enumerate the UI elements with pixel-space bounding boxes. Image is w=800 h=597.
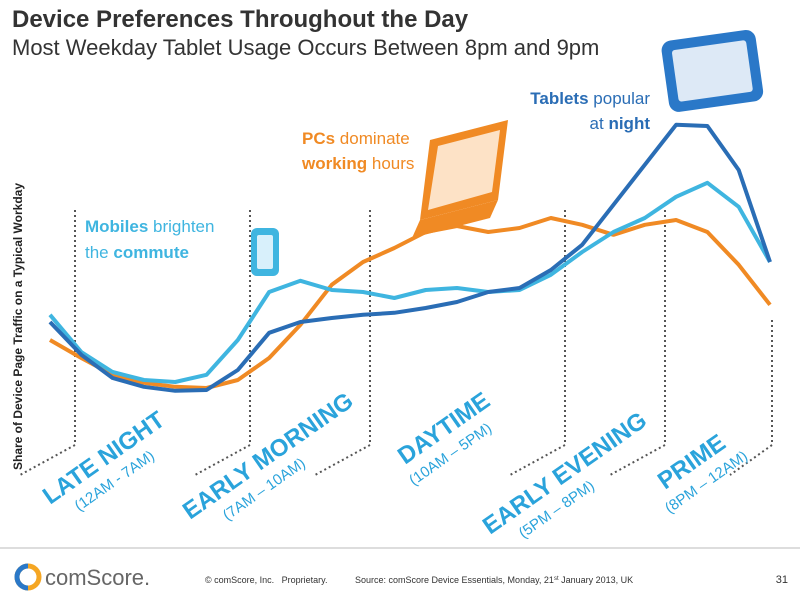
series-line (48, 122, 772, 393)
laptop-icon (412, 120, 508, 238)
daypart: EARLY EVENING (5PM – 8PM) (478, 407, 652, 542)
annotation: the commute (85, 243, 189, 262)
annotation-part: commute (113, 243, 189, 262)
annotation: Tablets popular (530, 89, 650, 108)
annotation-part: popular (589, 89, 651, 108)
source-part: January 2013, UK (559, 575, 634, 585)
subtitle: Most Weekday Tablet Usage Occurs Between… (12, 35, 599, 60)
daypart: PRIME (8PM – 12AM) (653, 429, 751, 517)
annotation: PCs dominate (302, 129, 410, 148)
annotation-part: PCs (302, 129, 335, 148)
annotation: working hours (301, 154, 414, 173)
annotation: at night (590, 114, 651, 133)
y-axis-label: Share of Device Page Traffic on a Typica… (11, 183, 25, 470)
title: Device Preferences Throughout the Day (12, 6, 469, 33)
daypart: EARLY MORNING (7AM – 10AM) (178, 387, 358, 525)
tablet-icon (661, 29, 764, 112)
daypart: LATE NIGHT (12AM - 7AM) (38, 406, 170, 515)
daypart-name: EARLY MORNING (178, 387, 358, 525)
annotation-part: at (590, 114, 609, 133)
source-part: Source: comScore Device Essentials, Mond… (355, 575, 554, 585)
copyright: © comScore, Inc. Proprietary. (205, 575, 328, 585)
annotation-part: the (85, 243, 113, 262)
brand: comScore. (45, 565, 150, 590)
annotation-part: Tablets (530, 89, 588, 108)
annotation-part: working (301, 154, 367, 173)
source-part: st (554, 576, 559, 582)
annotation-part: hours (367, 154, 414, 173)
series-line (48, 180, 772, 384)
separators (19, 210, 773, 476)
annotation: Mobiles brighten (85, 217, 214, 236)
phone-icon (251, 228, 279, 276)
page-number: 31 (776, 574, 788, 586)
annotation-part: night (608, 114, 650, 133)
source: Source: comScore Device Essentials, Mond… (355, 575, 633, 585)
annotation-part: brighten (148, 217, 214, 236)
series-line (49, 216, 772, 390)
logo (14, 563, 42, 591)
annotation-part: Mobiles (85, 217, 148, 236)
annotation-part: dominate (335, 129, 410, 148)
daypart: DAYTIME (10AM – 5PM) (393, 387, 495, 489)
plot (48, 122, 772, 393)
